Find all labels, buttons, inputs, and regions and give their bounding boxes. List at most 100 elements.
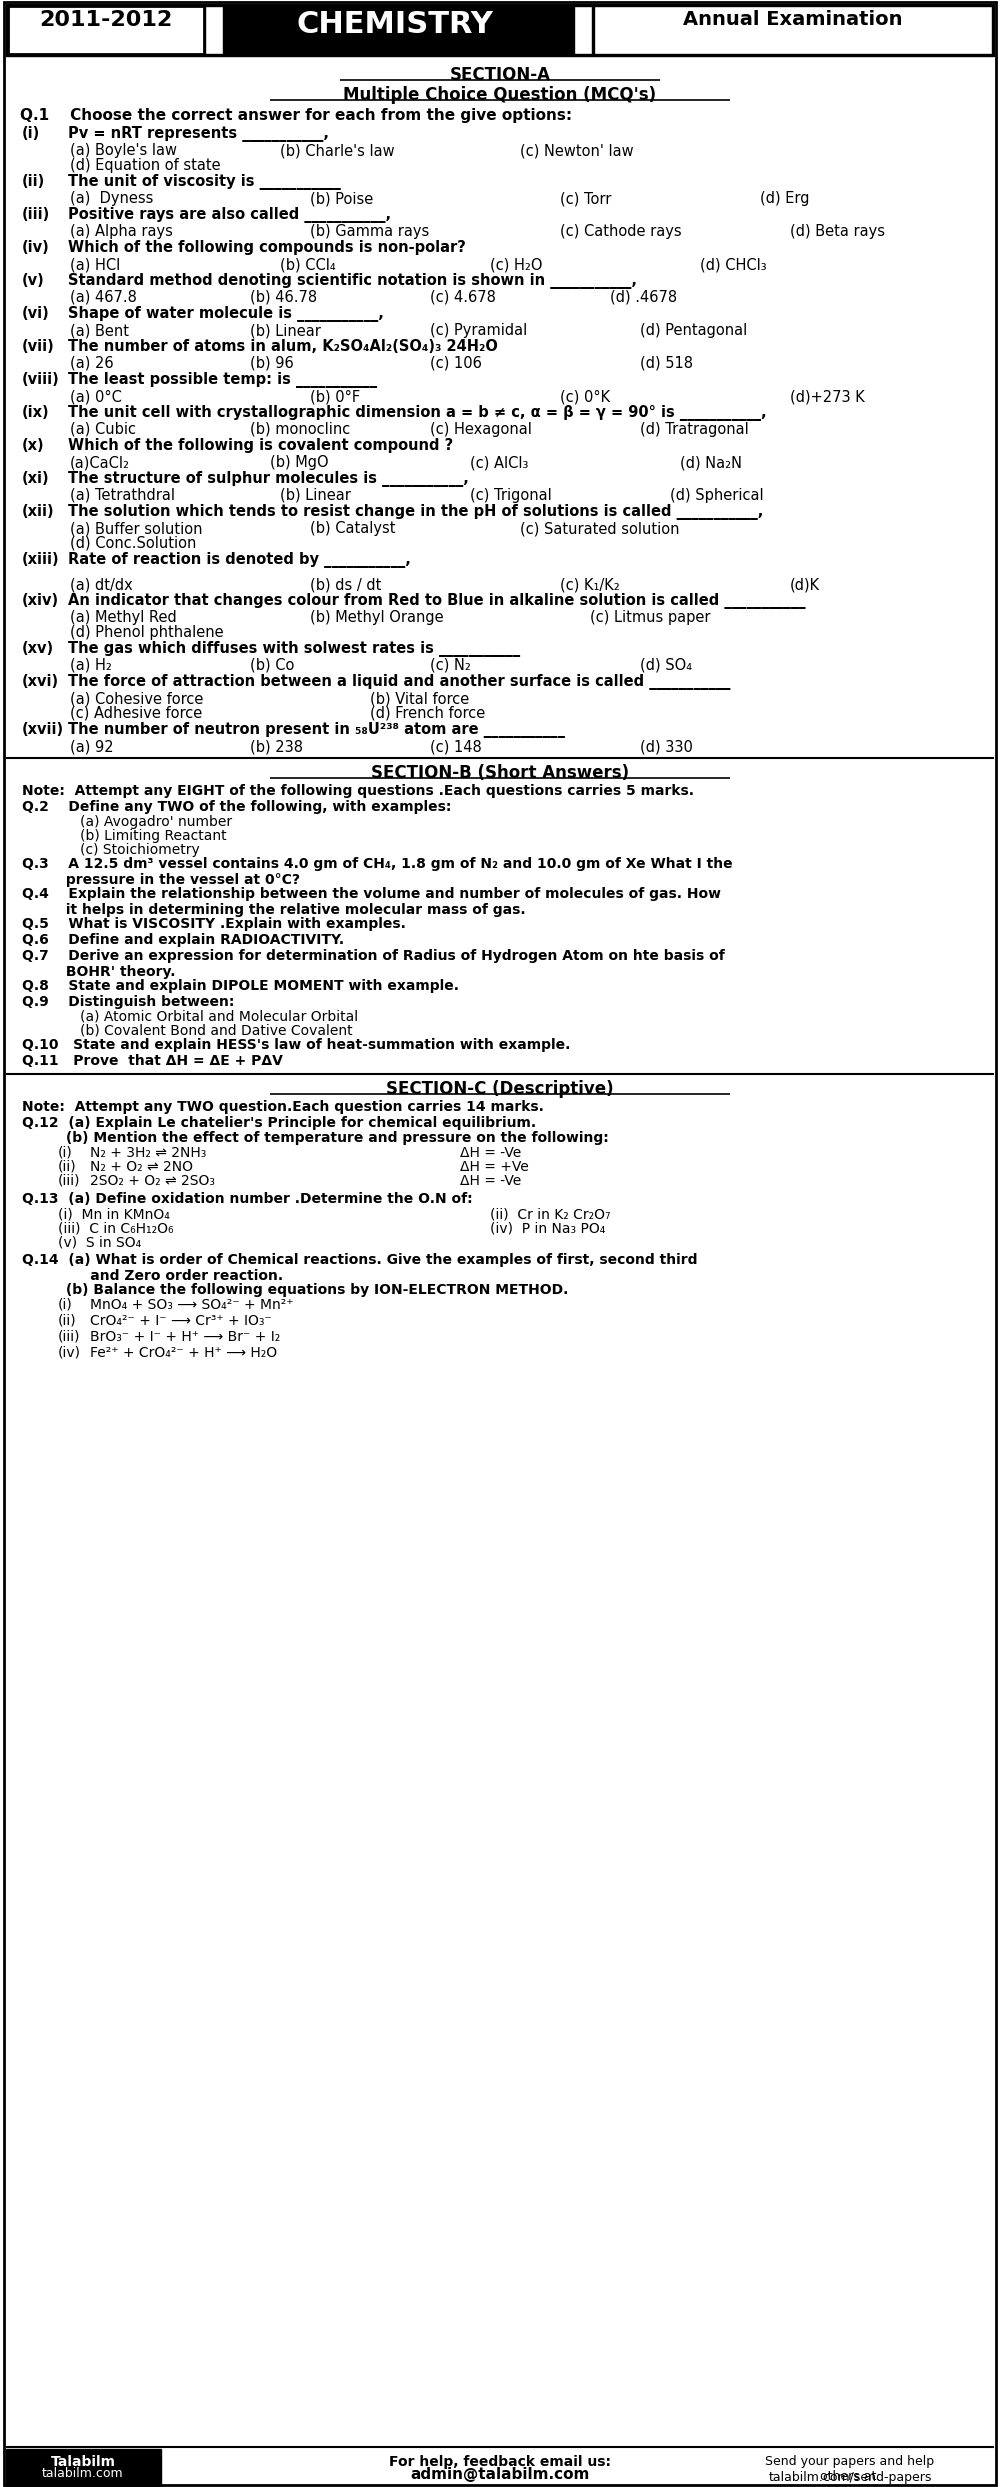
Text: (a) 92: (a) 92: [70, 739, 114, 754]
Text: (c) 4.678: (c) 4.678: [430, 291, 496, 306]
Text: (b) Mention the effect of temperature and pressure on the following:: (b) Mention the effect of temperature an…: [22, 1132, 609, 1144]
Text: (a) 26: (a) 26: [70, 356, 114, 371]
Text: Q.14  (a) What is order of Chemical reactions. Give the examples of first, secon: Q.14 (a) What is order of Chemical react…: [22, 1253, 698, 1283]
Text: The solution which tends to resist change in the pH of solutions is called _____: The solution which tends to resist chang…: [68, 505, 763, 520]
Text: Q.6    Define and explain RADIOACTIVITY.: Q.6 Define and explain RADIOACTIVITY.: [22, 933, 344, 948]
Text: Q.3    A 12.5 dm³ vessel contains 4.0 gm of CH₄, 1.8 gm of N₂ and 10.0 gm of Xe : Q.3 A 12.5 dm³ vessel contains 4.0 gm of…: [22, 858, 733, 888]
Text: (ii)  Cr in K₂ Cr₂O₇: (ii) Cr in K₂ Cr₂O₇: [490, 1206, 611, 1221]
Text: (b) Linear: (b) Linear: [280, 487, 351, 502]
Text: (d) Phenol phthalene: (d) Phenol phthalene: [70, 624, 224, 639]
Text: (c) Trigonal: (c) Trigonal: [470, 487, 552, 502]
Text: (viii): (viii): [22, 373, 60, 388]
Text: (i): (i): [22, 127, 40, 142]
Text: ΔH = -Ve: ΔH = -Ve: [460, 1147, 521, 1159]
Text: (vi): (vi): [22, 306, 50, 321]
Text: N₂ + 3H₂ ⇌ 2NH₃: N₂ + 3H₂ ⇌ 2NH₃: [90, 1147, 206, 1159]
Text: Standard method denoting scientific notation is shown in ___________,: Standard method denoting scientific nota…: [68, 274, 637, 288]
Text: The unit cell with crystallographic dimension a = b ≠ c, α = β = γ = 90° is ____: The unit cell with crystallographic dime…: [68, 405, 767, 420]
Text: Send your papers and help
others at:: Send your papers and help others at:: [765, 2455, 935, 2482]
Text: (d)+273 K: (d)+273 K: [790, 388, 865, 403]
Text: Multiple Choice Question (MCQ's): Multiple Choice Question (MCQ's): [343, 87, 657, 104]
Text: SECTION-C (Descriptive): SECTION-C (Descriptive): [386, 1079, 614, 1097]
Text: Which of the following compounds is non-polar?: Which of the following compounds is non-…: [68, 241, 466, 256]
Text: CrO₄²⁻ + I⁻ ⟶ Cr³⁺ + IO₃⁻: CrO₄²⁻ + I⁻ ⟶ Cr³⁺ + IO₃⁻: [90, 1313, 272, 1328]
Text: (iii): (iii): [58, 1174, 80, 1189]
Text: (iv)  P in Na₃ PO₄: (iv) P in Na₃ PO₄: [490, 1221, 605, 1236]
Text: (d) Tratragonal: (d) Tratragonal: [640, 423, 749, 438]
Text: (iii): (iii): [58, 1331, 80, 1343]
Text: (xv): (xv): [22, 642, 54, 657]
Text: (b) Poise: (b) Poise: [310, 191, 373, 206]
Text: (b) Catalyst: (b) Catalyst: [310, 520, 396, 537]
Text: Q.7    Derive an expression for determination of Radius of Hydrogen Atom on hte : Q.7 Derive an expression for determinati…: [22, 950, 725, 980]
Text: (i): (i): [58, 1147, 73, 1159]
Text: For help, feedback email us:: For help, feedback email us:: [389, 2455, 611, 2470]
Text: (b) Covalent Bond and Dative Covalent: (b) Covalent Bond and Dative Covalent: [80, 1025, 353, 1037]
Text: (a) Buffer solution: (a) Buffer solution: [70, 520, 202, 537]
Text: (b) Limiting Reactant: (b) Limiting Reactant: [80, 828, 227, 843]
Text: (a)  Dyness: (a) Dyness: [70, 191, 153, 206]
Text: (d) Erg: (d) Erg: [760, 191, 810, 206]
Text: (d) 330: (d) 330: [640, 739, 693, 754]
Text: (a) Avogadro' number: (a) Avogadro' number: [80, 816, 232, 828]
Text: Which of the following is covalent compound ?: Which of the following is covalent compo…: [68, 438, 453, 453]
Text: (b) CCl₄: (b) CCl₄: [280, 256, 336, 271]
Text: The unit of viscosity is ___________: The unit of viscosity is ___________: [68, 174, 341, 189]
Text: Fe²⁺ + CrO₄²⁻ + H⁺ ⟶ H₂O: Fe²⁺ + CrO₄²⁻ + H⁺ ⟶ H₂O: [90, 1345, 277, 1360]
Text: (b) Gamma rays: (b) Gamma rays: [310, 224, 429, 239]
Text: (b) 46.78: (b) 46.78: [250, 291, 317, 306]
Bar: [205, 5, 223, 55]
Text: Note:  Attempt any TWO question.Each question carries 14 marks.: Note: Attempt any TWO question.Each ques…: [22, 1099, 544, 1114]
Text: (ii): (ii): [58, 1159, 77, 1174]
Text: (a) Cubic: (a) Cubic: [70, 423, 136, 438]
Text: (b) 96: (b) 96: [250, 356, 294, 371]
Text: Annual Examination: Annual Examination: [683, 10, 903, 30]
Text: (xi): (xi): [22, 470, 50, 485]
Text: (b) monoclinc: (b) monoclinc: [250, 423, 350, 438]
Text: (d) Beta rays: (d) Beta rays: [790, 224, 885, 239]
Text: Pv = nRT represents ___________,: Pv = nRT represents ___________,: [68, 127, 329, 142]
Text: (a) HCl: (a) HCl: [70, 256, 120, 271]
Text: (a) Cohesive force: (a) Cohesive force: [70, 691, 203, 706]
Text: (b) Vital force: (b) Vital force: [370, 691, 469, 706]
Text: talabilm.com: talabilm.com: [42, 2467, 124, 2480]
Text: ΔH = +Ve: ΔH = +Ve: [460, 1159, 529, 1174]
Text: SECTION-A: SECTION-A: [450, 67, 550, 85]
Text: (b) ds / dt: (b) ds / dt: [310, 577, 381, 592]
Text: Q.2    Define any TWO of the following, with examples:: Q.2 Define any TWO of the following, wit…: [22, 801, 451, 813]
Text: Talabilm: Talabilm: [50, 2455, 116, 2470]
Text: An indicator that changes colour from Red to Blue in alkaline solution is called: An indicator that changes colour from Re…: [68, 592, 806, 609]
Text: Note:  Attempt any EIGHT of the following questions .Each questions carries 5 ma: Note: Attempt any EIGHT of the following…: [22, 783, 694, 798]
Text: (c) N₂: (c) N₂: [430, 659, 471, 674]
Text: (b) Co: (b) Co: [250, 659, 294, 674]
Text: (a) H₂: (a) H₂: [70, 659, 112, 674]
Text: Q.11   Prove  that ΔH = ΔE + PΔV: Q.11 Prove that ΔH = ΔE + PΔV: [22, 1054, 283, 1067]
Bar: [574, 5, 592, 55]
Text: (c) Adhesive force: (c) Adhesive force: [70, 706, 202, 721]
Text: The gas which diffuses with solwest rates is ___________: The gas which diffuses with solwest rate…: [68, 642, 520, 657]
Text: (c) Cathode rays: (c) Cathode rays: [560, 224, 682, 239]
Text: (c) Hexagonal: (c) Hexagonal: [430, 423, 532, 438]
Text: (v)  S in SO₄: (v) S in SO₄: [58, 1236, 141, 1248]
Text: (x): (x): [22, 438, 45, 453]
Bar: [8, 5, 204, 55]
Text: Shape of water molecule is ___________,: Shape of water molecule is ___________,: [68, 306, 384, 321]
Text: (a) Alpha rays: (a) Alpha rays: [70, 224, 173, 239]
Text: (a) 0°C: (a) 0°C: [70, 388, 122, 403]
Text: (i): (i): [58, 1298, 73, 1313]
Text: (d) French force: (d) French force: [370, 706, 485, 721]
Text: (d) Spherical: (d) Spherical: [670, 487, 764, 502]
Text: (xii): (xii): [22, 505, 55, 520]
Text: MnO₄ + SO₃ ⟶ SO₄²⁻ + Mn²⁺: MnO₄ + SO₃ ⟶ SO₄²⁻ + Mn²⁺: [90, 1298, 294, 1313]
Text: Q.1    Choose the correct answer for each from the give options:: Q.1 Choose the correct answer for each f…: [20, 107, 572, 122]
Text: The number of neutron present in ₅₈U²³⁸ atom are ___________: The number of neutron present in ₅₈U²³⁸ …: [68, 721, 565, 739]
Text: (d) 518: (d) 518: [640, 356, 693, 371]
Text: (c) Stoichiometry: (c) Stoichiometry: [80, 843, 200, 858]
Text: (a) Methyl Red: (a) Methyl Red: [70, 609, 177, 624]
Text: (d) SO₄: (d) SO₄: [640, 659, 692, 674]
Text: (b) Methyl Orange: (b) Methyl Orange: [310, 609, 444, 624]
Text: The least possible temp: is ___________: The least possible temp: is ___________: [68, 373, 377, 388]
Text: (c) Litmus paper: (c) Litmus paper: [590, 609, 710, 624]
Text: (xvii): (xvii): [22, 721, 64, 736]
Text: (a) Atomic Orbital and Molecular Orbital: (a) Atomic Orbital and Molecular Orbital: [80, 1010, 358, 1025]
